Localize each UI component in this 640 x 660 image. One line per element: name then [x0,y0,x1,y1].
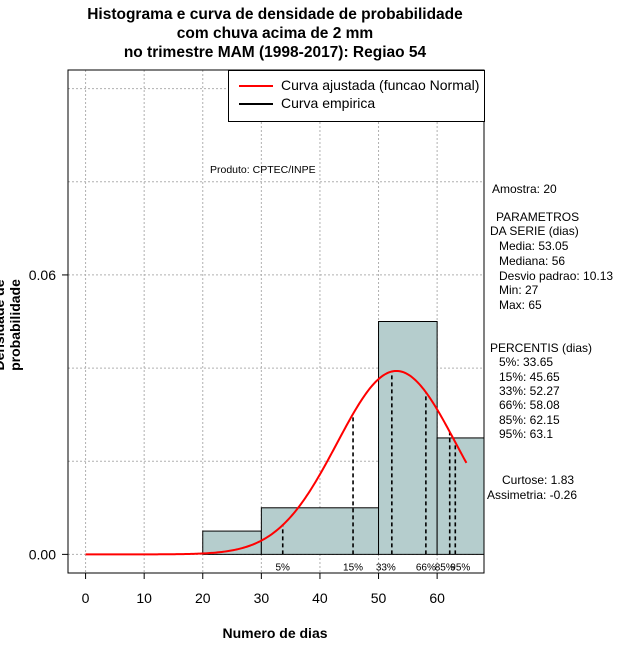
stat-assimetria: Assimetria: -0.26 [487,488,578,502]
legend-label-fitted: Curva ajustada (funcao Normal) [281,77,480,93]
param-max: Max: 65 [499,298,542,312]
legend: Curva ajustada (funcao Normal) Curva emp… [228,70,485,122]
y-tick-label-0: 0.00 [29,546,56,562]
axes: 0 10 20 30 40 50 60 0.00 0.06 [29,267,445,606]
perc-15: 15%: 45.65 [499,370,560,384]
x-axis-label: Numero de dias [222,625,328,641]
y-tick-label-1: 0.06 [29,267,56,283]
chart-title-line-1: Histograma e curva de densidade de proba… [87,6,463,23]
legend-label-empirical: Curva empirica [281,95,376,111]
percentile-label-4: 85% [435,562,455,573]
percentile-label-2: 33% [376,562,396,573]
param-min: Min: 27 [499,283,539,297]
x-tick-label-6: 60 [429,590,445,606]
x-tick-label-4: 40 [312,590,328,606]
percentile-label-1: 15% [343,562,363,573]
product-label: Produto: CPTEC/INPE [210,164,316,176]
x-tick-label-1: 10 [136,590,152,606]
percentile-label-0: 5% [276,562,291,573]
perc-95: 95%: 63.1 [499,427,554,441]
perc-66: 66%: 58.08 [499,398,560,412]
chart-title-line-2: com chuva acima de 2 mm [176,25,374,42]
normal-fit-curve [85,369,468,556]
stat-curtose: Curtose: 1.83 [502,473,575,487]
chart-title-line-3: no trimestre MAM (1998-2017): Regiao 54 [123,44,427,61]
x-tick-label-2: 20 [195,590,211,606]
histogram-bar-1 [260,507,380,555]
percentile-lines: 5% 15% 33% 66%85%95% [276,371,470,573]
histogram-bars [202,321,485,555]
x-tick-label-5: 50 [371,590,387,606]
percentile-label-5: 95% [450,562,470,573]
perc-header: PERCENTIS (dias) [490,341,593,355]
percentile-label-3: 66% [416,562,436,573]
perc-5: 5%: 33.65 [499,355,554,369]
perc-85: 85%: 62.15 [499,413,560,427]
legend-swatch-empirical [239,103,273,105]
perc-33: 33%: 52.27 [499,384,560,398]
param-desvio: Desvio padrao: 10.13 [499,269,614,283]
param-header-2: DA SERIE (dias) [490,224,579,238]
param-header-1: PARAMETROS [496,210,580,224]
param-media: Media: 53.05 [499,239,569,253]
stat-amostra: Amostra: 20 [492,182,557,196]
param-mediana: Mediana: 56 [499,254,566,268]
x-tick-label-3: 30 [254,590,270,606]
histogram-bar-2 [378,321,438,555]
legend-swatch-fitted [239,85,273,87]
x-tick-label-0: 0 [82,590,90,606]
histogram-bar-3 [436,437,485,555]
